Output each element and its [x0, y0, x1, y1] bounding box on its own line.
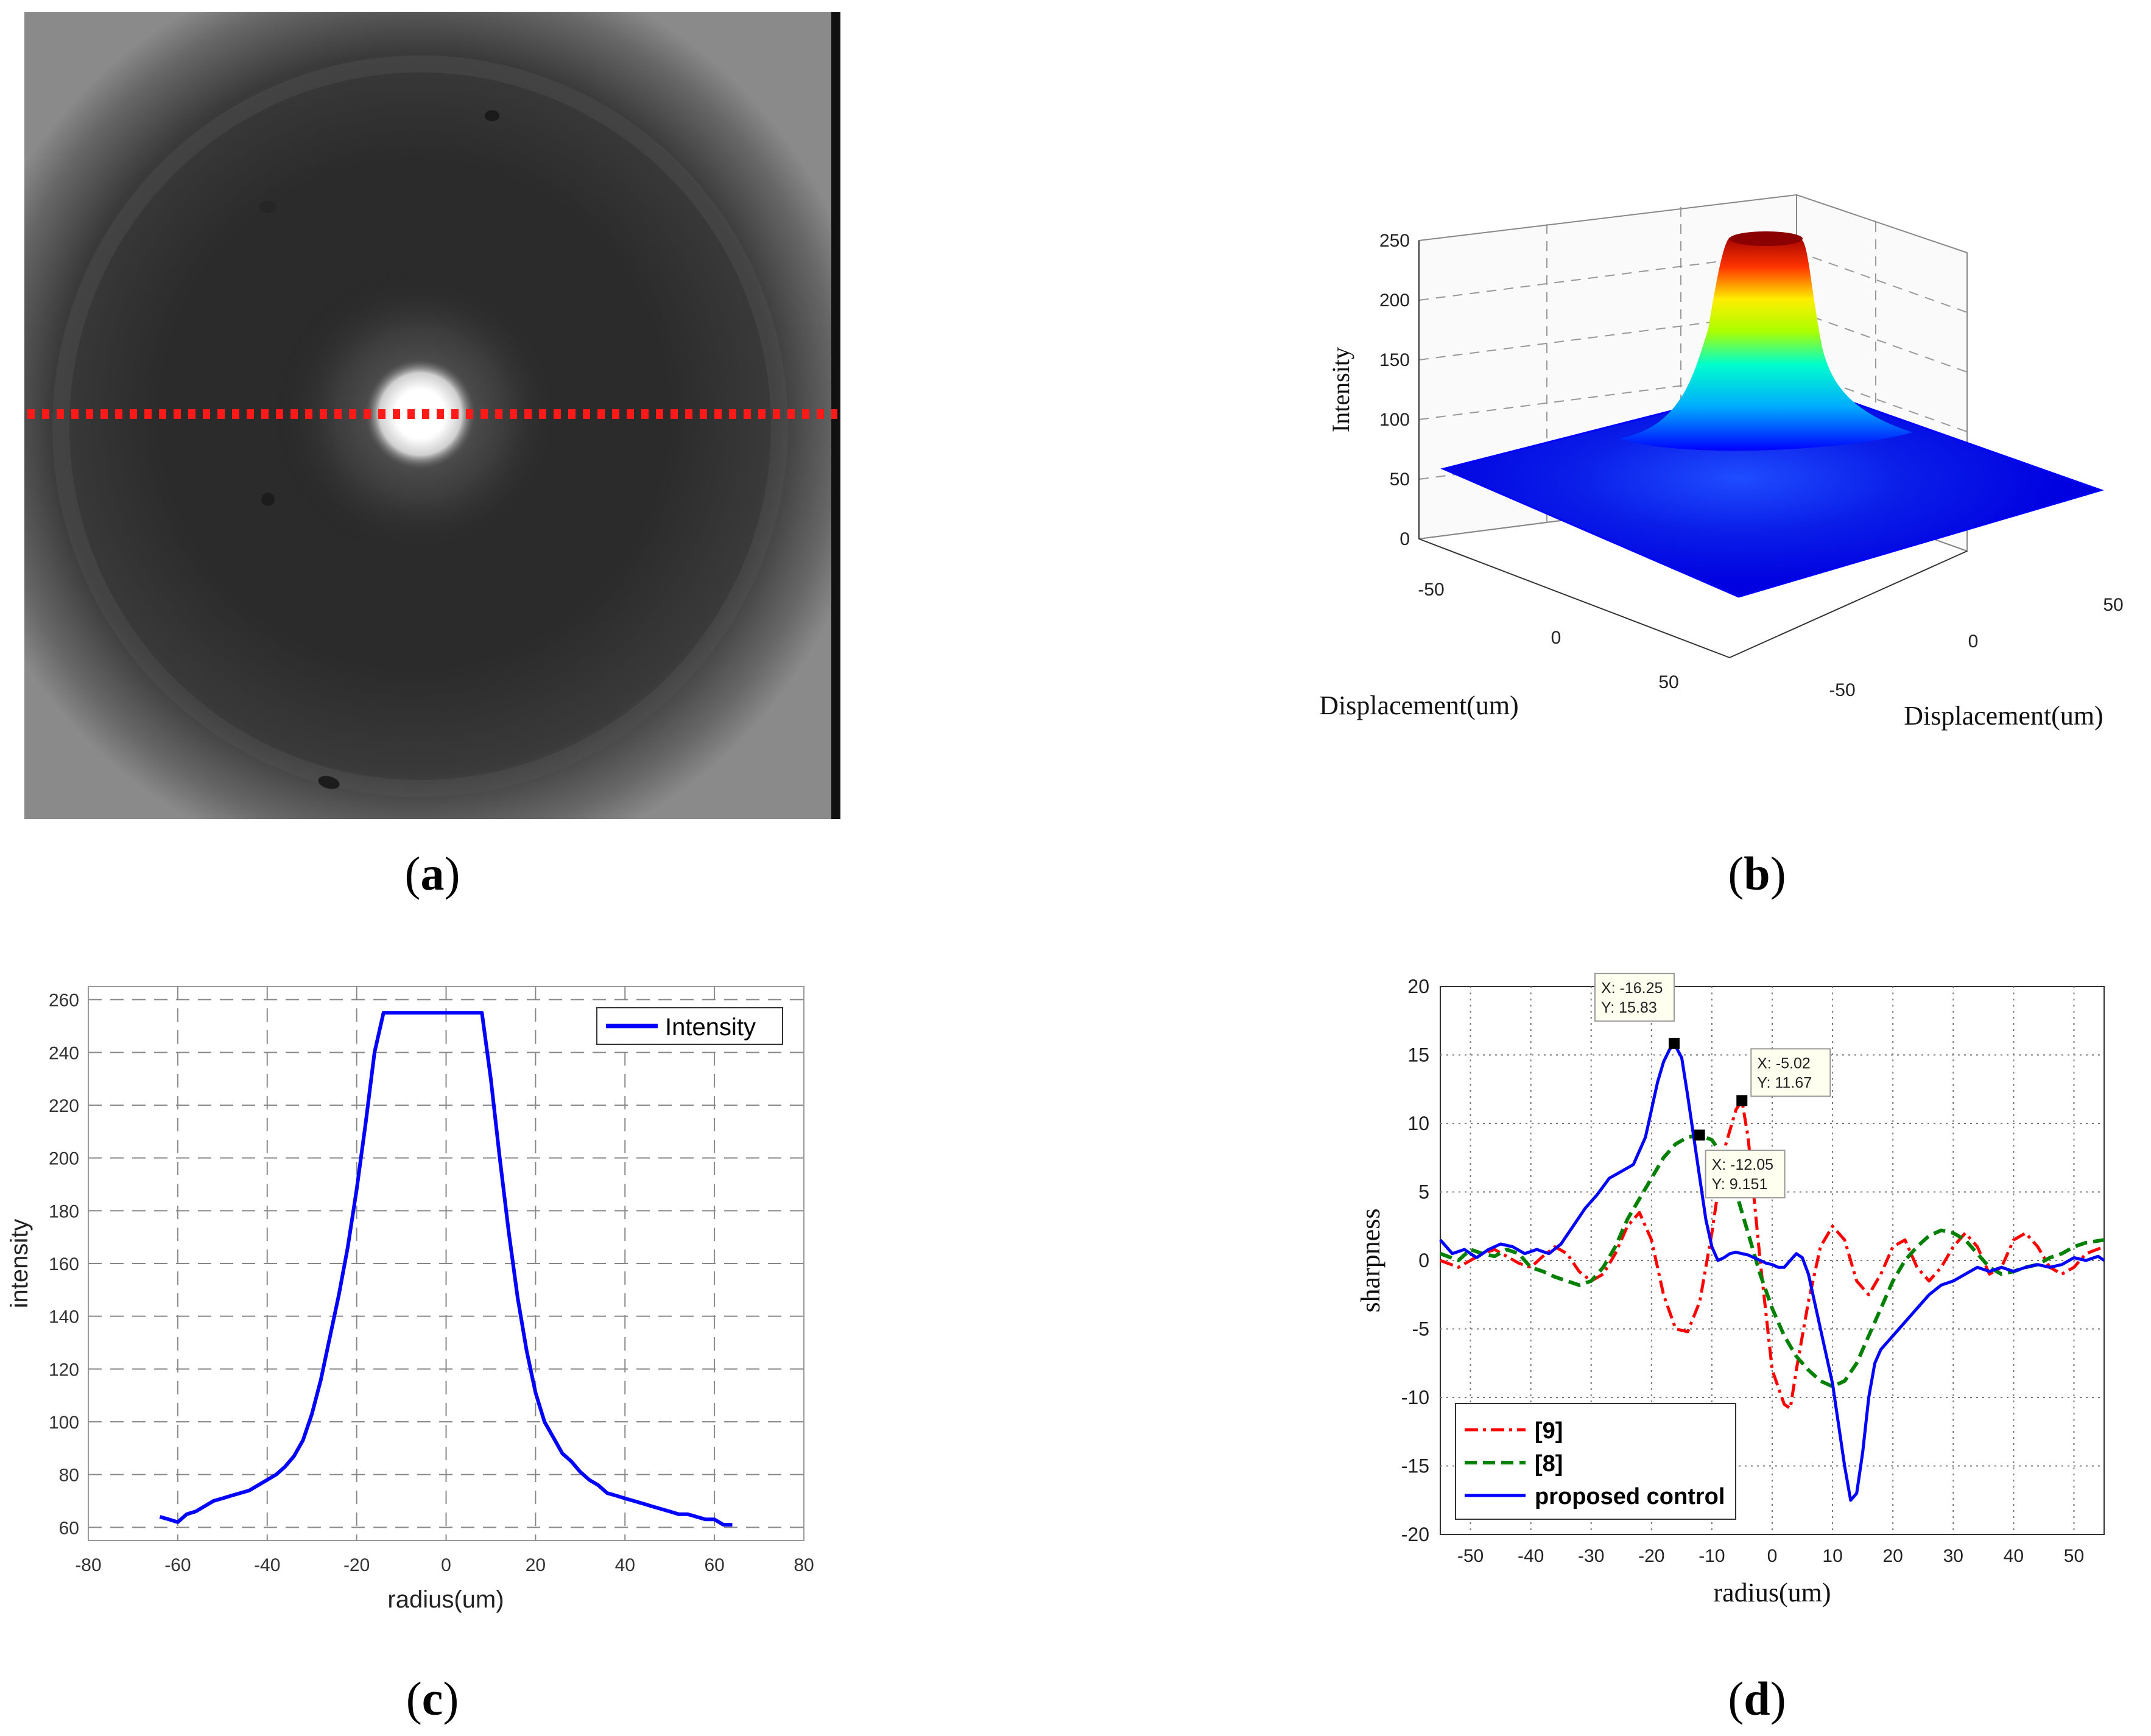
- spot-image: [24, 12, 840, 819]
- y-tick-label: 0: [1418, 1249, 1429, 1271]
- z-tick: 250: [1379, 231, 1410, 251]
- z-tick: 0: [1399, 529, 1410, 549]
- datatip-marker: [1694, 1130, 1705, 1141]
- y-tick-label: 140: [49, 1307, 79, 1327]
- y-axis-label: Displacement(um): [1904, 701, 2103, 731]
- legend-label: [9]: [1535, 1418, 1563, 1444]
- y-tick-label: -20: [1401, 1523, 1429, 1545]
- datatip-x: X: -16.25: [1601, 980, 1663, 997]
- y-tick: 0: [1968, 631, 1979, 652]
- y-tick-label: 5: [1418, 1181, 1429, 1203]
- surface-peak: [1620, 234, 1912, 451]
- intensity-chart: -80 -60 -40 -20 0 20 40 60 80 60 80 100 120 140 160 180…: [6, 986, 814, 1613]
- x-tick-label: -40: [254, 1555, 280, 1575]
- caption-c: (c): [406, 1672, 459, 1725]
- x-tick: -50: [1418, 580, 1444, 600]
- x-ticks: -50 0 50: [1418, 580, 1678, 692]
- series-line-2: [1439, 1042, 2105, 1502]
- legend: [9] [8] proposed control: [1455, 1403, 1736, 1520]
- x-tick-label: -80: [75, 1555, 101, 1575]
- x-tick-label: 60: [704, 1555, 724, 1575]
- x-tick-label: -10: [1699, 1546, 1725, 1566]
- datatip-y: Y: 9.151: [1712, 1176, 1768, 1193]
- x-tick: 0: [1551, 628, 1561, 648]
- y-tick-label: 200: [49, 1149, 79, 1169]
- panel-d: -50 -40 -30 -20 -10 0 10 20 30 40 50 -20 -15 -10 -5 0 5 1…: [1340, 953, 2151, 1623]
- y-tick-label: -15: [1401, 1455, 1429, 1477]
- y-tick-label: 260: [49, 991, 79, 1011]
- datatip-marker: [1668, 1038, 1680, 1049]
- outer-ring: [52, 55, 788, 797]
- y-ticks: -50 0 50: [1829, 595, 2123, 700]
- x-tick-label: 40: [615, 1555, 635, 1575]
- y-tick-label: 240: [49, 1043, 79, 1063]
- y-tick-label: 80: [59, 1466, 79, 1486]
- x-tick-label: -60: [164, 1555, 191, 1575]
- bright-spot: [364, 358, 476, 470]
- caption-d: (d): [1728, 1672, 1786, 1725]
- x-tick-label: 0: [1767, 1546, 1778, 1566]
- caption-a: (a): [404, 847, 460, 900]
- y-tick-label: 180: [49, 1201, 79, 1221]
- x-tick-label: 20: [526, 1555, 546, 1575]
- panel-c: -80 -60 -40 -20 0 20 40 60 80 60 80 100 120 140 160 180…: [0, 962, 865, 1632]
- y-tick-label: 15: [1407, 1044, 1429, 1066]
- y-tick-label: 20: [1407, 975, 1429, 997]
- caption-b: (b): [1728, 847, 1786, 900]
- z-tick: 150: [1379, 350, 1410, 370]
- x-tick-label: 30: [1943, 1546, 1963, 1566]
- x-tick-label: -30: [1578, 1546, 1604, 1566]
- x-tick-label: -50: [1457, 1546, 1484, 1566]
- datatip-x: X: -5.02: [1757, 1055, 1811, 1072]
- panel-b: 0 50 100 150 200 250 Intensity -50 0 50 …: [1303, 110, 2151, 755]
- x-tick: 50: [1658, 672, 1678, 692]
- x-tick-label: -40: [1518, 1546, 1544, 1566]
- legend: Intensity: [596, 1007, 783, 1045]
- series-line-0: [1440, 1098, 2105, 1410]
- x-tick-label: 80: [794, 1555, 814, 1575]
- x-axis-label: radius(um): [387, 1586, 504, 1613]
- x-tick-label: 40: [2004, 1546, 2024, 1566]
- z-tick: 200: [1379, 290, 1410, 311]
- y-axis-label: intensity: [6, 1219, 33, 1309]
- x-tick-label: -20: [343, 1555, 370, 1575]
- y-tick-label: -5: [1412, 1318, 1429, 1340]
- legend-label: Intensity: [665, 1014, 756, 1041]
- surface-chart: 0 50 100 150 200 250 Intensity -50 0 50 …: [1319, 194, 2124, 731]
- y-tick: -50: [1829, 680, 1855, 700]
- z-tick: 100: [1379, 410, 1410, 430]
- x-tick-label: -20: [1638, 1546, 1664, 1566]
- datatip-y: Y: 15.83: [1601, 999, 1657, 1016]
- y-tick-label: 160: [49, 1254, 79, 1274]
- y-tick: 50: [2103, 595, 2123, 615]
- x-tick-label: 20: [1882, 1546, 1903, 1566]
- x-axis-label: radius(um): [1713, 1578, 1831, 1608]
- y-tick-label: 60: [59, 1518, 79, 1538]
- datatip-box: [1750, 1048, 1831, 1097]
- series-line-1: [1439, 1133, 2105, 1388]
- intensity-line: [159, 1011, 733, 1527]
- datatip-marker: [1736, 1095, 1748, 1106]
- y-tick-label: 120: [49, 1360, 79, 1380]
- legend-label: proposed control: [1535, 1484, 1725, 1509]
- y-tick-label: 10: [1407, 1112, 1429, 1134]
- datatip-x: X: -12.05: [1712, 1156, 1773, 1173]
- datatip-box: [1594, 972, 1675, 1022]
- z-tick: 50: [1390, 469, 1410, 490]
- panel-a: [0, 0, 865, 828]
- z-axis-label: Intensity: [1327, 347, 1354, 432]
- y-tick-label: 100: [49, 1413, 79, 1433]
- x-tick-label: 0: [441, 1555, 451, 1575]
- x-axis-label: Displacement(um): [1319, 691, 1518, 720]
- datatip-y: Y: 11.67: [1757, 1074, 1812, 1091]
- legend-label: [8]: [1535, 1451, 1563, 1477]
- x-tick-label: 50: [2064, 1546, 2084, 1566]
- sharpness-chart: -50 -40 -30 -20 -10 0 10 20 30 40 50-20-15-10-5051…: [1356, 972, 2105, 1608]
- datatip-box: [1705, 1150, 1786, 1199]
- y-axis-label: sharpness: [1356, 1208, 1385, 1312]
- y-tick-label: 220: [49, 1096, 79, 1116]
- y-tick-label: -10: [1401, 1386, 1429, 1408]
- z-ticks: 0 50 100 150 200 250: [1379, 231, 1410, 549]
- x-tick-label: 10: [1822, 1546, 1842, 1566]
